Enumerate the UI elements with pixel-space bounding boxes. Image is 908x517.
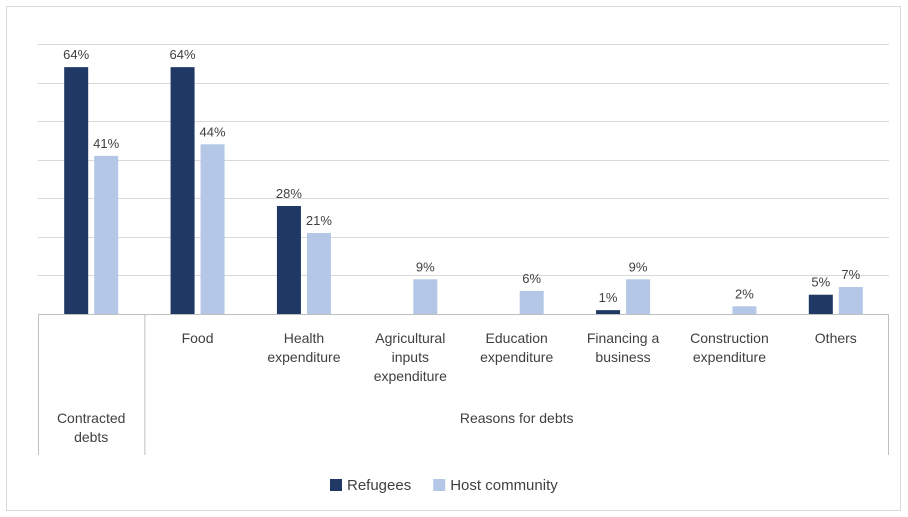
data-label: 5% <box>811 275 830 290</box>
bar-host-community <box>519 290 544 314</box>
data-label: 28% <box>276 186 302 201</box>
data-label: 9% <box>629 259 648 274</box>
category-label: Financing a <box>587 330 660 346</box>
category-label: Education <box>486 330 548 346</box>
category-label: debts <box>74 429 108 445</box>
group-label: Reasons for debts <box>460 410 574 426</box>
category-label: business <box>595 349 650 365</box>
bar-host-community <box>94 155 119 314</box>
bar-refugees <box>596 310 621 314</box>
category-label: Health <box>284 330 324 346</box>
data-label: 41% <box>93 136 119 151</box>
data-label: 21% <box>306 213 332 228</box>
data-label: 1% <box>599 290 618 305</box>
data-label: 9% <box>416 259 435 274</box>
category-label: inputs <box>392 349 429 365</box>
chart-frame <box>6 6 901 511</box>
data-label: 44% <box>200 124 226 139</box>
data-label: 7% <box>841 267 860 282</box>
bar-refugees <box>170 67 195 315</box>
bar-refugees <box>808 294 833 314</box>
data-label: 6% <box>522 271 541 286</box>
data-label: 64% <box>63 47 89 62</box>
category-label: expenditure <box>693 349 766 365</box>
bar-host-community <box>413 279 438 314</box>
category-label: expenditure <box>480 349 553 365</box>
legend-label: Host community <box>450 477 558 494</box>
category-label: Contracted <box>57 410 125 426</box>
category-label: Others <box>815 330 857 346</box>
bar-host-community <box>732 306 757 314</box>
bar-host-community <box>200 144 225 314</box>
bar-host-community <box>306 233 331 314</box>
legend-swatch <box>330 479 342 491</box>
legend-label: Refugees <box>347 477 411 494</box>
data-label: 2% <box>735 286 754 301</box>
category-label: expenditure <box>267 349 340 365</box>
category-label: Construction <box>690 330 769 346</box>
bar-host-community <box>838 287 863 314</box>
legend-swatch <box>433 479 446 491</box>
category-label: Food <box>182 330 214 346</box>
category-label: expenditure <box>374 368 447 384</box>
data-label: 64% <box>170 47 196 62</box>
bar-refugees <box>64 67 89 315</box>
bar-refugees <box>276 206 301 314</box>
category-label: Agricultural <box>375 330 445 346</box>
bar-host-community <box>626 279 651 314</box>
